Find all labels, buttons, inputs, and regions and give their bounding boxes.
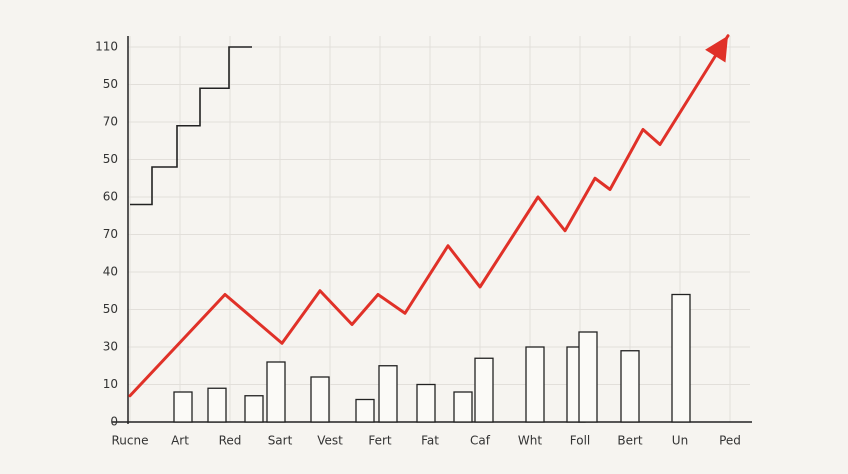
x-tick-label: Sart xyxy=(268,434,293,448)
y-tick-label: 110 xyxy=(95,40,118,54)
bar xyxy=(207,387,227,423)
bar xyxy=(310,376,330,423)
bar xyxy=(671,293,691,423)
bar xyxy=(578,331,598,423)
step-line xyxy=(130,46,252,206)
bar xyxy=(244,395,264,423)
bar xyxy=(266,361,286,423)
x-tick-label: Rucne xyxy=(112,434,149,448)
x-tick-label: Art xyxy=(171,434,189,448)
x-tick-label: Foll xyxy=(570,434,590,448)
x-tick-label: Un xyxy=(672,434,688,448)
y-tick-label: 70 xyxy=(103,115,118,129)
y-tick-label: 0 xyxy=(110,415,118,429)
y-tick-label: 70 xyxy=(103,227,118,241)
x-tick-label: Ped xyxy=(719,434,741,448)
x-tick-label: Vest xyxy=(317,434,343,448)
arrow-head xyxy=(705,35,728,63)
y-tick-label: 50 xyxy=(103,152,118,166)
bar xyxy=(474,357,494,423)
x-tick-label: Bert xyxy=(617,434,643,448)
y-tick-label: 40 xyxy=(103,265,118,279)
y-tick-label: 50 xyxy=(103,77,118,91)
bar xyxy=(355,398,375,423)
bar xyxy=(416,383,436,423)
x-tick-label: Red xyxy=(219,434,242,448)
y-tick-label: 50 xyxy=(103,302,118,316)
y-tick-label: 10 xyxy=(103,377,118,391)
bar xyxy=(173,391,193,423)
bar xyxy=(378,365,398,423)
x-tick-label: Fat xyxy=(421,434,439,448)
y-tick-label: 60 xyxy=(103,190,118,204)
x-tick-label: Wht xyxy=(518,434,542,448)
x-tick-label: Fert xyxy=(368,434,392,448)
bar xyxy=(620,350,640,423)
bar xyxy=(453,391,473,423)
bar xyxy=(525,346,545,423)
trend-line xyxy=(128,34,730,398)
y-tick-label: 30 xyxy=(103,340,118,354)
x-tick-label: Caf xyxy=(470,434,491,448)
